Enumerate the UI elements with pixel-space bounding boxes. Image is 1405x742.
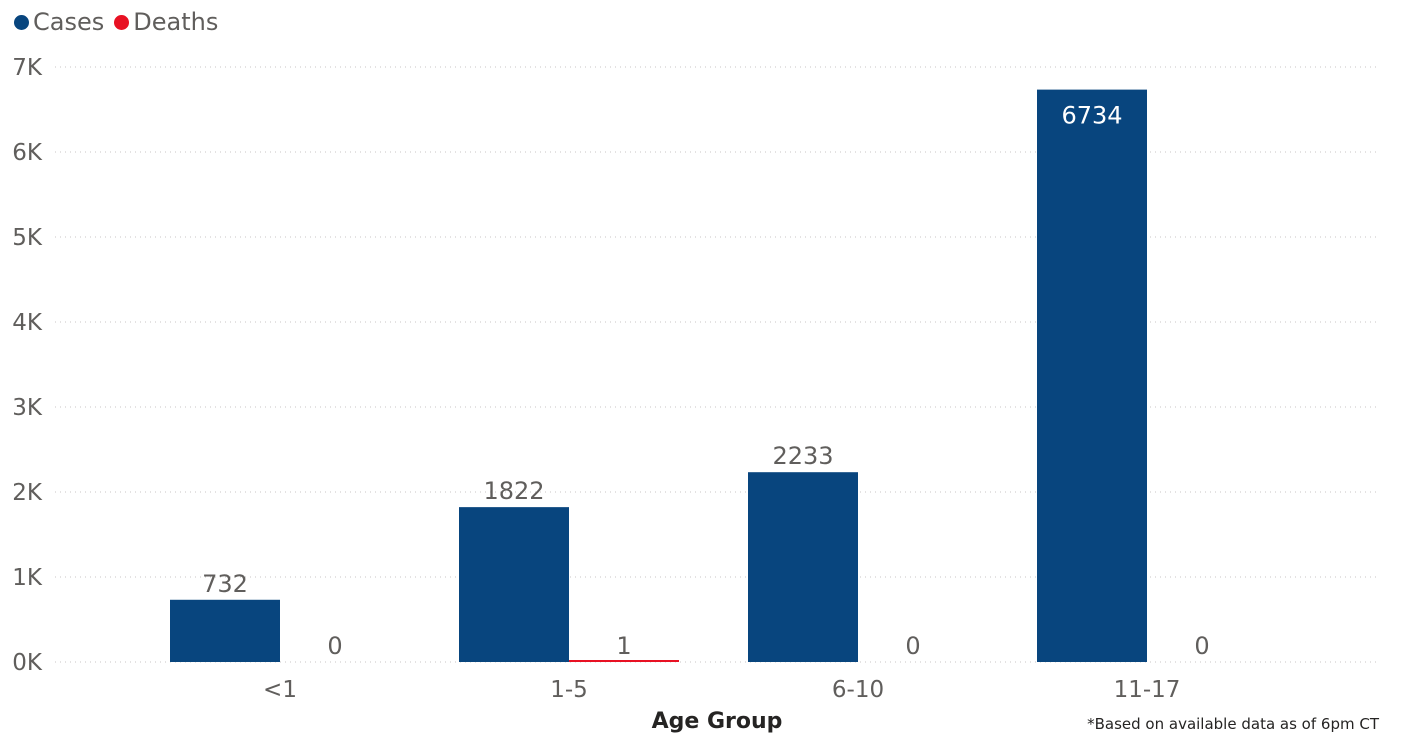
y-tick-label: 0K [12, 650, 43, 676]
bar-cases-1[interactable] [459, 507, 569, 662]
x-tick-label: 6-10 [832, 677, 884, 703]
data-label-cases-0: 732 [202, 570, 248, 598]
x-tick-label: <1 [263, 677, 297, 703]
legend-item-cases[interactable]: Cases [14, 8, 104, 36]
data-label-deaths-3: 0 [1194, 632, 1209, 660]
y-tick-label: 3K [12, 395, 43, 421]
legend: Cases Deaths [14, 8, 228, 36]
x-tick-label: 1-5 [550, 677, 588, 703]
data-label-deaths-0: 0 [327, 632, 342, 660]
y-tick-label: 6K [12, 140, 43, 166]
y-tick-label: 1K [12, 565, 43, 591]
y-tick-label: 4K [12, 310, 43, 336]
data-label-deaths-1: 1 [616, 632, 631, 660]
y-tick-label: 7K [12, 55, 43, 81]
legend-dot-deaths [114, 14, 130, 30]
x-axis-title: Age Group [651, 709, 783, 734]
data-label-cases-2: 2233 [772, 442, 833, 470]
footnote: *Based on available data as of 6pm CT [1087, 715, 1379, 733]
data-label-deaths-2: 0 [905, 632, 920, 660]
bar-cases-0[interactable] [170, 599, 280, 662]
data-label-cases-1: 1822 [483, 477, 544, 505]
bar-cases-3[interactable] [1037, 89, 1147, 663]
bar-cases-2[interactable] [748, 472, 858, 662]
y-tick-label: 2K [12, 480, 43, 506]
legend-label-cases: Cases [33, 8, 105, 36]
data-label-cases-3: 6734 [1061, 102, 1122, 130]
bar-deaths-1[interactable] [569, 660, 679, 662]
legend-dot-cases [14, 14, 29, 30]
legend-label-deaths: Deaths [133, 8, 219, 36]
legend-item-deaths[interactable]: Deaths [114, 8, 218, 36]
y-tick-label: 5K [12, 225, 43, 251]
x-tick-label: 11-17 [1114, 677, 1181, 703]
